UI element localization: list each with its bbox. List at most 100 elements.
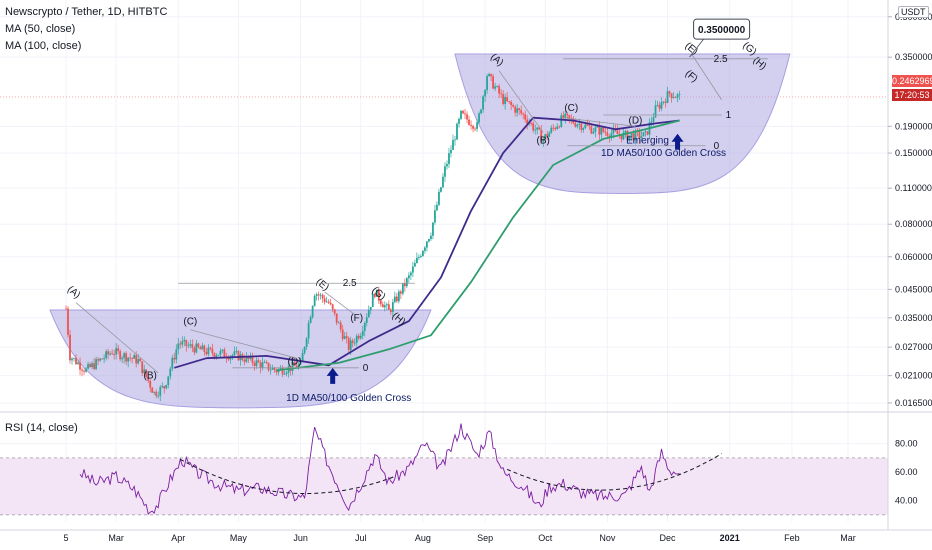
ma100-line	[276, 119, 680, 372]
candle-body	[646, 131, 649, 135]
candle-body	[466, 114, 468, 120]
candle-body	[359, 335, 362, 339]
candle-body	[558, 126, 561, 128]
candle-body	[333, 309, 336, 314]
candle-body	[115, 348, 118, 355]
candle-body	[498, 86, 501, 94]
wave-label-c2: (C)	[564, 103, 578, 114]
candle-body	[209, 347, 212, 349]
candle-body	[263, 362, 266, 363]
candle-body	[305, 338, 308, 347]
candle-body	[175, 349, 178, 360]
candle-body	[355, 335, 358, 343]
candle-body	[383, 305, 386, 308]
time-tick-label: Mar	[108, 533, 124, 543]
rsi-band	[0, 457, 888, 515]
candle-body	[622, 132, 625, 140]
candle-body	[476, 122, 478, 129]
trend-line-6	[691, 53, 723, 101]
candle-body	[628, 135, 631, 141]
candle-body	[520, 110, 523, 114]
candle-body	[137, 358, 140, 364]
time-tick-label: Oct	[538, 533, 553, 543]
candle-body	[337, 322, 340, 324]
candle-body	[91, 363, 93, 367]
candle-body	[185, 339, 188, 347]
candle-body	[103, 358, 105, 360]
candle-body	[111, 353, 114, 355]
candle-body	[117, 348, 120, 352]
candle-body	[219, 350, 222, 355]
fib-label-1: 0	[363, 363, 369, 374]
time-tick-label: 5	[63, 533, 68, 543]
candle-body	[660, 102, 663, 109]
wave-label-f1: (F)	[350, 313, 363, 324]
candle-body	[119, 351, 122, 360]
candle-body	[418, 256, 420, 258]
candle-body	[546, 134, 549, 137]
candle-body	[415, 257, 418, 264]
candle-body	[211, 348, 214, 354]
trend-line-3	[324, 291, 355, 315]
candle-body	[381, 304, 384, 308]
candle-body	[173, 357, 176, 360]
candle-body	[279, 367, 282, 370]
candle-body	[524, 114, 527, 120]
candle-body	[448, 153, 450, 164]
candle-body	[560, 115, 563, 127]
fib-label-3: 1	[726, 110, 732, 121]
time-tick-label: Dec	[660, 533, 677, 543]
candle-body	[452, 140, 454, 150]
candle-body	[293, 362, 296, 366]
candle-body	[540, 129, 543, 142]
rsi-line	[79, 423, 680, 515]
candle-body	[257, 360, 260, 363]
candle-body	[432, 222, 434, 236]
currency-badge[interactable]: USDT	[898, 6, 929, 18]
note-golden-cross-1: 1D MA50/100 Golden Cross	[286, 393, 411, 404]
trend-line-2	[190, 329, 297, 359]
candle-body	[552, 127, 555, 129]
candle-body	[351, 340, 354, 343]
candle-body	[462, 110, 464, 114]
candle-body	[265, 362, 268, 363]
candle-body	[141, 361, 144, 373]
candle-body	[444, 166, 446, 177]
candle-body	[151, 387, 154, 393]
candle-body	[179, 343, 182, 345]
candle-body	[492, 76, 494, 89]
countdown-tag: 17:20:53	[892, 89, 932, 101]
price-tick-label: 0.3500000	[895, 52, 932, 62]
candle-body	[163, 385, 166, 389]
candle-body	[496, 86, 499, 88]
candle-body	[283, 373, 286, 375]
time-tick-label: Nov	[599, 533, 616, 543]
candle-body	[259, 362, 262, 368]
candle-body	[299, 360, 302, 365]
candle-body	[217, 354, 220, 356]
candle-body	[235, 351, 238, 352]
candle-body	[399, 291, 402, 294]
trend-line-5	[563, 117, 636, 127]
candle-body	[71, 358, 73, 361]
candle-body	[135, 355, 138, 364]
candle-body	[518, 108, 521, 111]
candle-body	[652, 117, 655, 122]
candle-body	[662, 101, 665, 103]
candle-body	[674, 97, 677, 99]
candle-body	[668, 91, 671, 94]
candle-body	[201, 345, 204, 350]
candle-body	[472, 125, 474, 129]
candle-body	[221, 349, 224, 351]
candle-body	[369, 307, 372, 310]
candle-body	[95, 359, 97, 369]
candle-body	[534, 129, 537, 131]
candle-body	[556, 126, 559, 129]
candle-body	[490, 74, 492, 77]
time-tick-label: Mar	[840, 533, 856, 543]
candle-body	[480, 109, 482, 114]
candle-body	[510, 101, 513, 106]
